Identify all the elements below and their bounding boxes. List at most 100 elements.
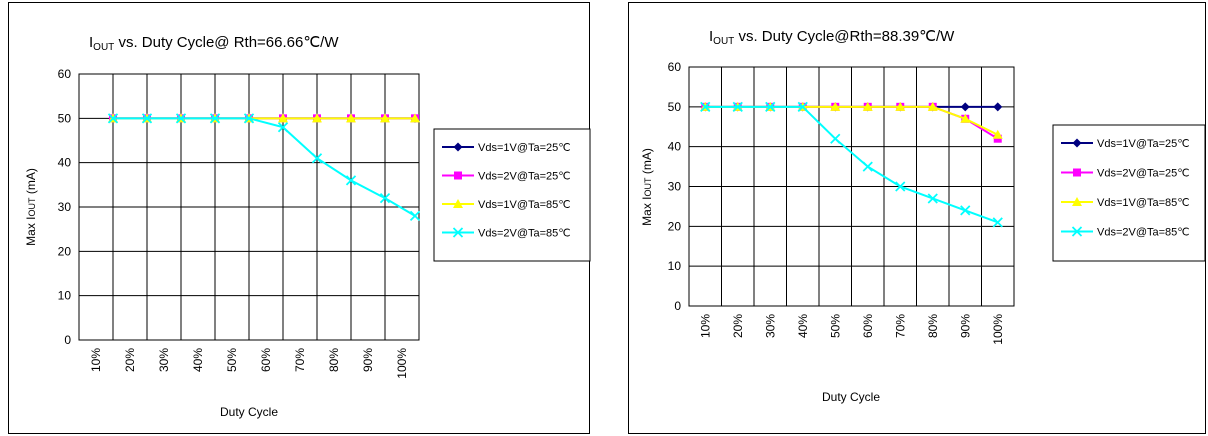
legend-box	[433, 128, 591, 262]
x-tick-label: 40%	[796, 314, 810, 338]
legend-item: Vds=1V@Ta=25℃	[442, 142, 571, 154]
data-point	[312, 113, 322, 123]
legend-marker	[1071, 226, 1083, 237]
legend-item: Vds=1V@Ta=25℃	[1061, 138, 1190, 150]
data-point	[830, 101, 841, 111]
x-tick-label: 20%	[123, 348, 137, 372]
x-tick-label: 80%	[926, 314, 940, 338]
legend-marker	[452, 227, 464, 238]
x-axis-label: Duty Cycle	[822, 390, 880, 404]
x-tick-label: 60%	[259, 348, 273, 372]
legend-item: Vds=1V@Ta=85℃	[1061, 197, 1190, 209]
data-point	[895, 181, 906, 192]
data-point	[862, 161, 873, 172]
data-point	[862, 101, 873, 111]
series-line	[113, 117, 416, 217]
x-tick-label: 20%	[731, 314, 745, 338]
data-point	[993, 102, 1003, 112]
y-tick-label: 0	[674, 299, 681, 313]
data-point	[895, 101, 906, 111]
y-tick-label: 50	[58, 111, 72, 125]
data-point	[765, 101, 776, 112]
y-tick-label: 60	[668, 60, 682, 74]
y-tick-label: 30	[58, 200, 72, 214]
data-point	[243, 113, 255, 124]
legend-label: Vds=2V@Ta=25℃	[1097, 168, 1190, 180]
data-point	[209, 113, 221, 124]
chart-panel-right: IOUT vs. Duty Cycle@Rth=88.39℃/W 0 10 20 30 4…	[628, 2, 1206, 434]
data-point	[410, 113, 420, 123]
chart-panel-left: IOUT vs. Duty Cycle@ Rth=66.66℃/W 0 10 20 30…	[8, 2, 591, 434]
x-tick-label: 30%	[763, 314, 777, 338]
data-point	[277, 122, 289, 133]
legend-marker	[1072, 197, 1082, 206]
y-tick-label: 60	[58, 67, 72, 81]
legend-item: Vds=2V@Ta=25℃	[1061, 168, 1190, 180]
data-point	[141, 113, 153, 124]
legend-label: Vds=2V@Ta=85℃	[1097, 227, 1190, 239]
legend-marker	[454, 171, 462, 180]
x-tick-label: 70%	[293, 348, 307, 372]
legend-item: Vds=1V@Ta=85℃	[442, 199, 571, 211]
x-tick-label: 60%	[861, 314, 875, 338]
data-point	[960, 113, 971, 123]
y-tick-label: 40	[58, 156, 72, 170]
legend-marker	[1072, 138, 1082, 148]
legend-box	[1052, 124, 1206, 262]
chart-left: IOUT vs. Duty Cycle@ Rth=66.66℃/W 0 10 20 30…	[24, 34, 591, 419]
data-point	[732, 101, 743, 112]
x-tick-label: 10%	[89, 348, 103, 372]
legend-label: Vds=1V@Ta=25℃	[1097, 138, 1190, 150]
x-tick-label: 30%	[157, 348, 171, 372]
legend-item: Vds=2V@Ta=25℃	[442, 171, 571, 183]
x-tick-label: 50%	[828, 314, 842, 338]
y-axis-label: Max IOUT (mA)	[24, 168, 38, 246]
legend-item: Vds=2V@Ta=85℃	[442, 227, 571, 240]
chart-right: IOUT vs. Duty Cycle@Rth=88.39℃/W 0 10 20 30 4…	[640, 28, 1206, 404]
y-axis-label: Max IOUT (mA)	[640, 148, 654, 226]
data-point	[927, 101, 938, 111]
legend-label: Vds=2V@Ta=85℃	[478, 228, 571, 240]
legend-marker	[453, 199, 463, 208]
y-tick-label: 40	[668, 140, 682, 154]
x-tick-label: 10%	[698, 314, 712, 338]
y-tick-label: 10	[58, 289, 72, 303]
legend-label: Vds=1V@Ta=85℃	[1097, 197, 1190, 209]
legend-item: Vds=2V@Ta=85℃	[1061, 226, 1190, 239]
data-point	[700, 101, 711, 112]
x-tick-label: 100%	[395, 348, 409, 379]
legend-label: Vds=1V@Ta=85℃	[478, 199, 571, 211]
legend-label: Vds=1V@Ta=25℃	[478, 142, 571, 154]
data-point	[992, 129, 1003, 139]
data-point	[175, 113, 187, 124]
y-tick-label: 10	[668, 259, 682, 273]
legend-marker	[1073, 168, 1081, 177]
x-tick-label: 90%	[958, 314, 972, 338]
legend: Vds=1V@Ta=25℃ Vds=2V@Ta=25℃ Vds=1V@Ta=85℃ V…	[1052, 124, 1206, 262]
data-point	[311, 153, 323, 164]
x-tick-label: 90%	[361, 348, 375, 372]
data-point	[830, 133, 841, 144]
data-point	[960, 102, 970, 112]
data-point	[278, 113, 288, 123]
legend-label: Vds=2V@Ta=25℃	[478, 171, 571, 183]
data-point	[992, 217, 1003, 228]
data-point	[345, 175, 357, 186]
legend-marker	[453, 142, 463, 152]
y-tick-label: 30	[668, 180, 682, 194]
x-axis-label: Duty Cycle	[220, 405, 278, 419]
data-point	[107, 113, 119, 124]
chart-title: IOUT vs. Duty Cycle@ Rth=66.66℃/W	[89, 34, 339, 53]
data-point	[346, 113, 356, 123]
data-point	[380, 113, 390, 123]
x-tick-label: 100%	[991, 314, 1005, 345]
x-tick-label: 70%	[893, 314, 907, 338]
series-line	[705, 105, 999, 224]
y-tick-label: 20	[668, 219, 682, 233]
x-tick-label: 40%	[191, 348, 205, 372]
x-tick-label: 80%	[327, 348, 341, 372]
data-point	[927, 193, 938, 204]
legend: Vds=1V@Ta=25℃ Vds=2V@Ta=25℃ Vds=1V@Ta=85℃ V…	[433, 128, 591, 262]
series-4	[700, 101, 1003, 228]
data-point	[379, 192, 391, 204]
